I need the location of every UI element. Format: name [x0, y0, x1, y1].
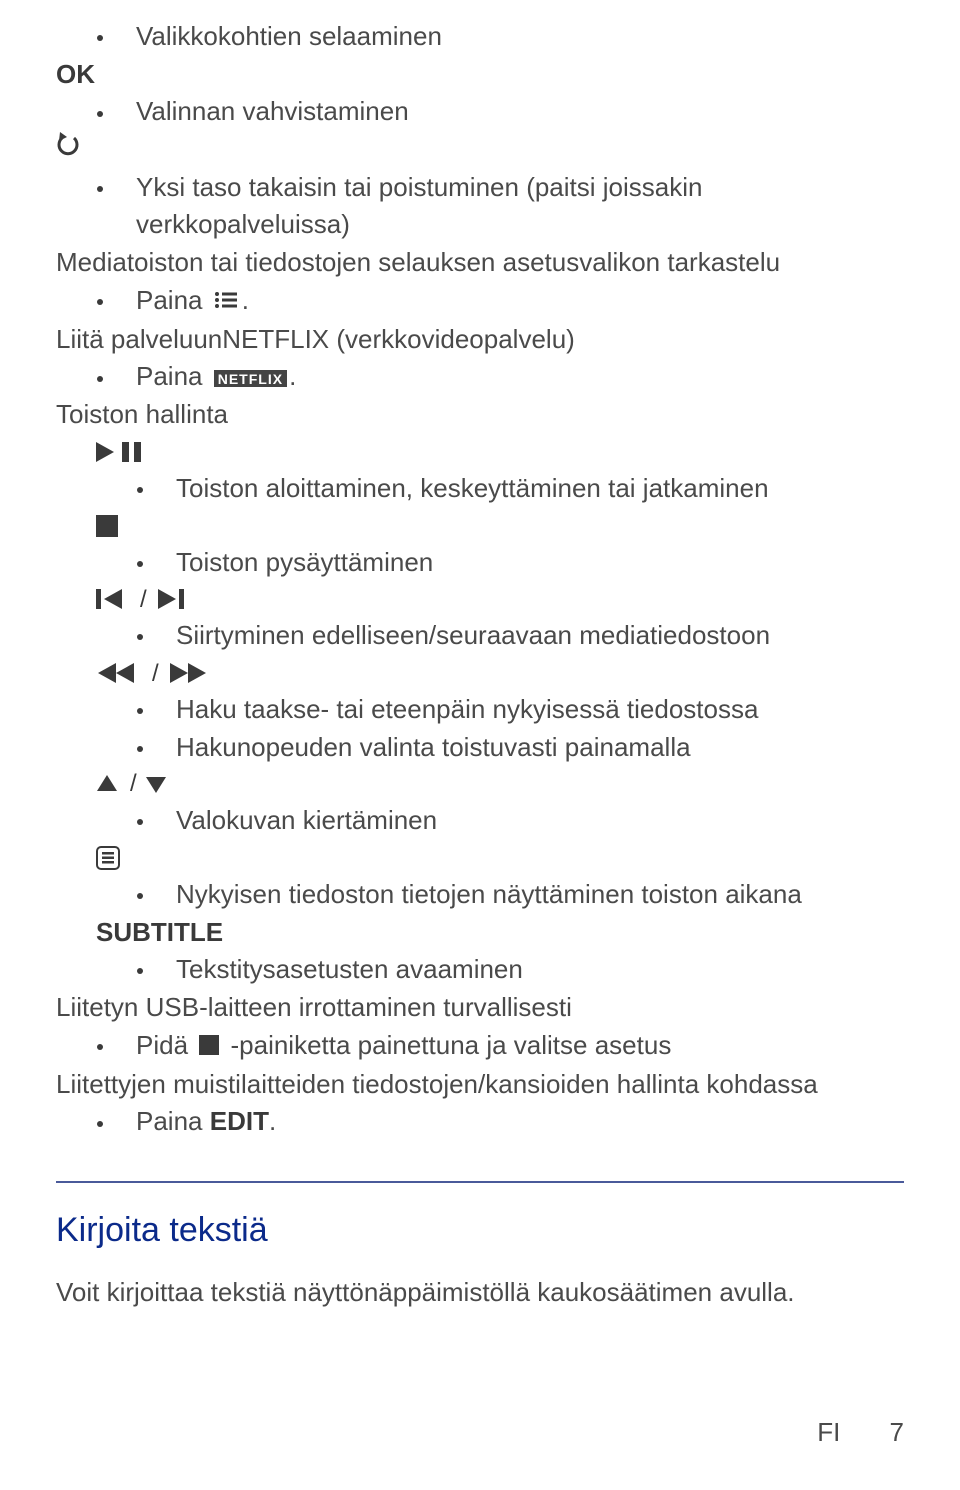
footer-language: FI: [817, 1417, 840, 1447]
paragraph: Voit kirjoittaa tekstiä näyttönäppäimist…: [56, 1274, 904, 1312]
list-item: Toiston aloittaminen, keskeyttäminen tai…: [56, 470, 904, 508]
list-item-text: Valinnan vahvistaminen: [136, 93, 904, 131]
list-item: Toiston pysäyttäminen: [56, 544, 904, 582]
bullet-icon: [136, 729, 176, 767]
list-item-text: Pidä -painiketta painettuna ja valitse a…: [136, 1027, 904, 1066]
bullet-icon: [96, 358, 136, 396]
list-item-text: Valokuvan kiertäminen: [176, 802, 904, 840]
list-item: Paina .: [56, 282, 904, 321]
bullet-icon: [136, 617, 176, 655]
play-pause-icon: [56, 434, 904, 470]
list-item: Yksi taso takaisin tai poistuminen (pait…: [56, 169, 904, 244]
list-item-text: Yksi taso takaisin tai poistuminen (pait…: [136, 169, 904, 244]
text-fragment: Paina: [136, 1106, 210, 1136]
document-page: Valikkokohtien selaaminen OK Valinnan va…: [0, 0, 960, 1352]
paragraph: Mediatoiston tai tiedostojen selauksen a…: [56, 244, 904, 282]
info-list-icon: [56, 840, 904, 876]
list-item-text: Tekstitysasetusten avaaminen: [176, 951, 904, 989]
footer-page-number: 7: [890, 1417, 904, 1447]
section-divider: [56, 1181, 904, 1183]
list-item-text: Toiston pysäyttäminen: [176, 544, 904, 582]
paragraph: Liitetyn USB-laitteen irrottaminen turva…: [56, 989, 904, 1027]
paragraph: Liitä palveluunNETFLIX (verkkovideopalve…: [56, 321, 904, 359]
list-item: Pidä -painiketta painettuna ja valitse a…: [56, 1027, 904, 1066]
button-label-ok: OK: [56, 56, 904, 94]
up-down-icon: /: [56, 766, 904, 802]
bullet-icon: [96, 1103, 136, 1141]
list-item-text: Siirtyminen edelliseen/seuraavaan mediat…: [176, 617, 904, 655]
stop-icon: [56, 508, 904, 544]
text-fragment: .: [289, 361, 296, 391]
list-item: Nykyisen tiedoston tietojen näyttäminen …: [56, 876, 904, 914]
paragraph: Toiston hallinta: [56, 396, 904, 434]
svg-text:/: /: [140, 587, 147, 611]
list-item: Haku taakse- tai eteenpäin nykyisessä ti…: [56, 691, 904, 729]
text-fragment: .: [269, 1106, 276, 1136]
bullet-icon: [136, 876, 176, 914]
svg-text:/: /: [152, 661, 159, 685]
text-fragment: Paina: [136, 285, 210, 315]
bullet-icon: [96, 18, 136, 56]
list-item: Valokuvan kiertäminen: [56, 802, 904, 840]
text-fragment: Paina: [136, 361, 210, 391]
bullet-icon: [96, 282, 136, 320]
section-heading: Kirjoita tekstiä: [56, 1211, 904, 1250]
list-item: Hakunopeuden valinta toistuvasti painama…: [56, 729, 904, 767]
prev-next-icon: /: [56, 581, 904, 617]
bullet-icon: [136, 802, 176, 840]
stop-icon: [199, 1028, 219, 1066]
list-item: Valinnan vahvistaminen: [56, 93, 904, 131]
list-item-text: Paina EDIT.: [136, 1103, 904, 1141]
list-item-text: Haku taakse- tai eteenpäin nykyisessä ti…: [176, 691, 904, 729]
text-fragment: -painiketta painettuna ja valitse asetus: [223, 1030, 671, 1060]
list-item: Paina NETFLIX.: [56, 358, 904, 396]
list-item-text: Valikkokohtien selaaminen: [136, 18, 904, 56]
list-item-text: Nykyisen tiedoston tietojen näyttäminen …: [176, 876, 904, 914]
list-item: Tekstitysasetusten avaaminen: [56, 951, 904, 989]
bullet-icon: [136, 544, 176, 582]
paragraph: Liitettyjen muistilaitteiden tiedostojen…: [56, 1066, 904, 1104]
bullet-icon: [96, 1027, 136, 1065]
rewind-forward-icon: /: [56, 655, 904, 691]
svg-text:/: /: [130, 773, 137, 795]
text-fragment: .: [242, 285, 249, 315]
menu-list-icon: [214, 283, 238, 321]
page-footer: FI 7: [817, 1417, 904, 1448]
bullet-icon: [96, 169, 136, 207]
list-item: Siirtyminen edelliseen/seuraavaan mediat…: [56, 617, 904, 655]
list-item-text: Toiston aloittaminen, keskeyttäminen tai…: [176, 470, 904, 508]
button-label-subtitle: SUBTITLE: [56, 914, 904, 952]
list-item-text: Paina .: [136, 282, 904, 321]
back-icon: [56, 131, 904, 169]
bullet-icon: [96, 93, 136, 131]
list-item: Valikkokohtien selaaminen: [56, 18, 904, 56]
button-label-edit: EDIT: [210, 1106, 269, 1136]
bullet-icon: [136, 691, 176, 729]
text-fragment: Pidä: [136, 1030, 195, 1060]
bullet-icon: [136, 951, 176, 989]
bullet-icon: [136, 470, 176, 508]
list-item-text: Paina NETFLIX.: [136, 358, 904, 396]
list-item-text: Hakunopeuden valinta toistuvasti painama…: [176, 729, 904, 767]
list-item: Paina EDIT.: [56, 1103, 904, 1141]
netflix-icon: NETFLIX: [214, 370, 287, 387]
